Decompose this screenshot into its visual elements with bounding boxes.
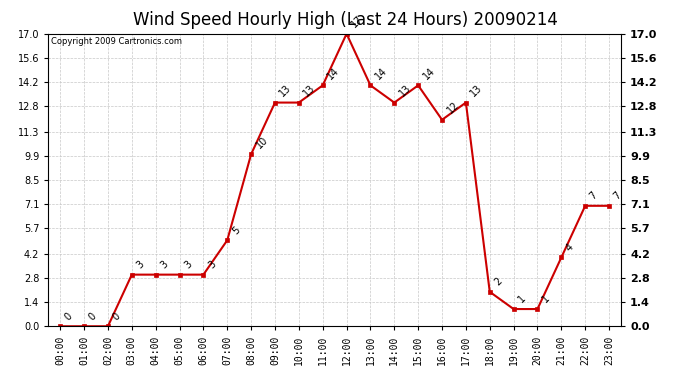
Text: 13: 13 xyxy=(469,82,484,98)
Text: 7: 7 xyxy=(588,190,600,202)
Text: 0: 0 xyxy=(63,310,75,322)
Text: 17: 17 xyxy=(349,14,365,30)
Text: 1: 1 xyxy=(540,294,552,305)
Text: 14: 14 xyxy=(326,66,342,81)
Text: 3: 3 xyxy=(182,259,194,270)
Text: Copyright 2009 Cartronics.com: Copyright 2009 Cartronics.com xyxy=(51,37,182,46)
Text: 2: 2 xyxy=(493,276,504,288)
Text: 3: 3 xyxy=(206,259,217,270)
Text: 14: 14 xyxy=(421,66,437,81)
Text: 13: 13 xyxy=(278,82,293,98)
Text: 5: 5 xyxy=(230,225,241,236)
Text: 0: 0 xyxy=(110,310,122,322)
Text: Wind Speed Hourly High (Last 24 Hours) 20090214: Wind Speed Hourly High (Last 24 Hours) 2… xyxy=(132,11,558,29)
Text: 13: 13 xyxy=(397,82,413,98)
Text: 12: 12 xyxy=(445,100,461,116)
Text: 4: 4 xyxy=(564,242,575,253)
Text: 3: 3 xyxy=(135,259,146,270)
Text: 14: 14 xyxy=(373,66,389,81)
Text: 3: 3 xyxy=(159,259,170,270)
Text: 13: 13 xyxy=(302,82,317,98)
Text: 7: 7 xyxy=(612,190,623,202)
Text: 10: 10 xyxy=(254,134,270,150)
Text: 1: 1 xyxy=(516,294,528,305)
Text: 0: 0 xyxy=(87,310,98,322)
